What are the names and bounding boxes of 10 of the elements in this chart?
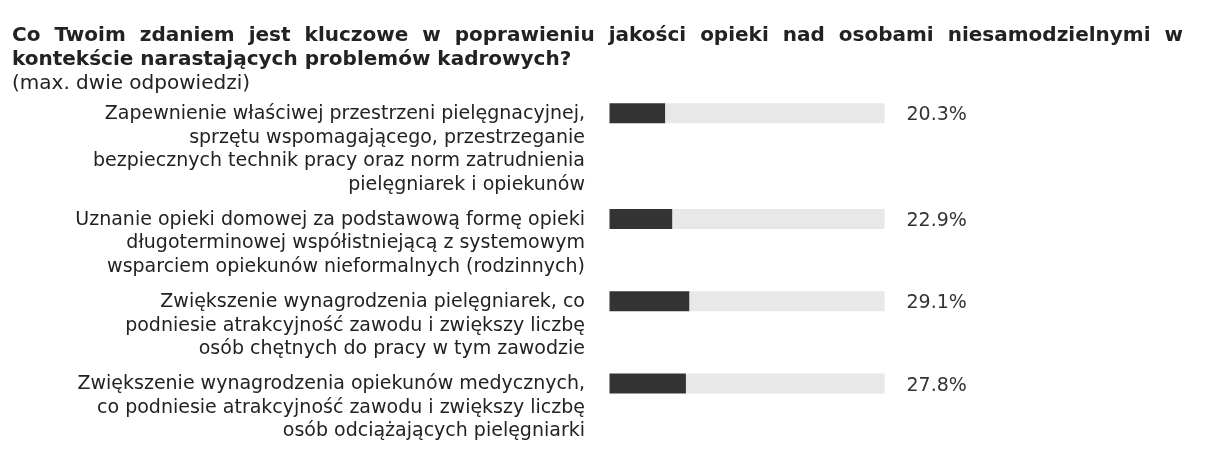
data-label: 20.3% (906, 102, 967, 125)
text: (max. dwie odpowiedzi) (12, 70, 251, 94)
y-tick-label: Zwiększenie wynagrodzenia pielęgniarek, co podniesie atrakcyjność zawodu i zwiększy liczbę osób chętnych do pracy w tym zawodzie (124, 289, 585, 360)
y-tick-label: Zapewnienie właściwej przestrzeni pielęgnacyjnej, sprzętu wspomagającego, przestrzeganie bezpiecznych technik pracy oraz norm zatrudnienia pielęgniarek i opiekunów (92, 101, 585, 195)
chart-title: Co Twoim zdaniem jest kluczowe w poprawieniu jakości opieki nad osobami niesamodzielnymi w kontekście narastających problemów kadrowych? (12, 22, 1183, 70)
data-label: 29.1% (906, 290, 967, 313)
data-label: 27.8% (906, 372, 967, 395)
y-tick-label: Zwiększenie wynagrodzenia opiekunów medycznych, co podniesie atrakcyjność zawodu i zwiększy liczbę osób odciążających pielęgniarki (76, 371, 585, 442)
data-label: 22.9% (906, 208, 967, 230)
y-tick-label: Uznanie opieki domowej za podstawową formę opieki długoterminowej współistniejącą z systemowym wsparciem opiekunów nieformalnych (rodzinnych) (74, 206, 585, 278)
